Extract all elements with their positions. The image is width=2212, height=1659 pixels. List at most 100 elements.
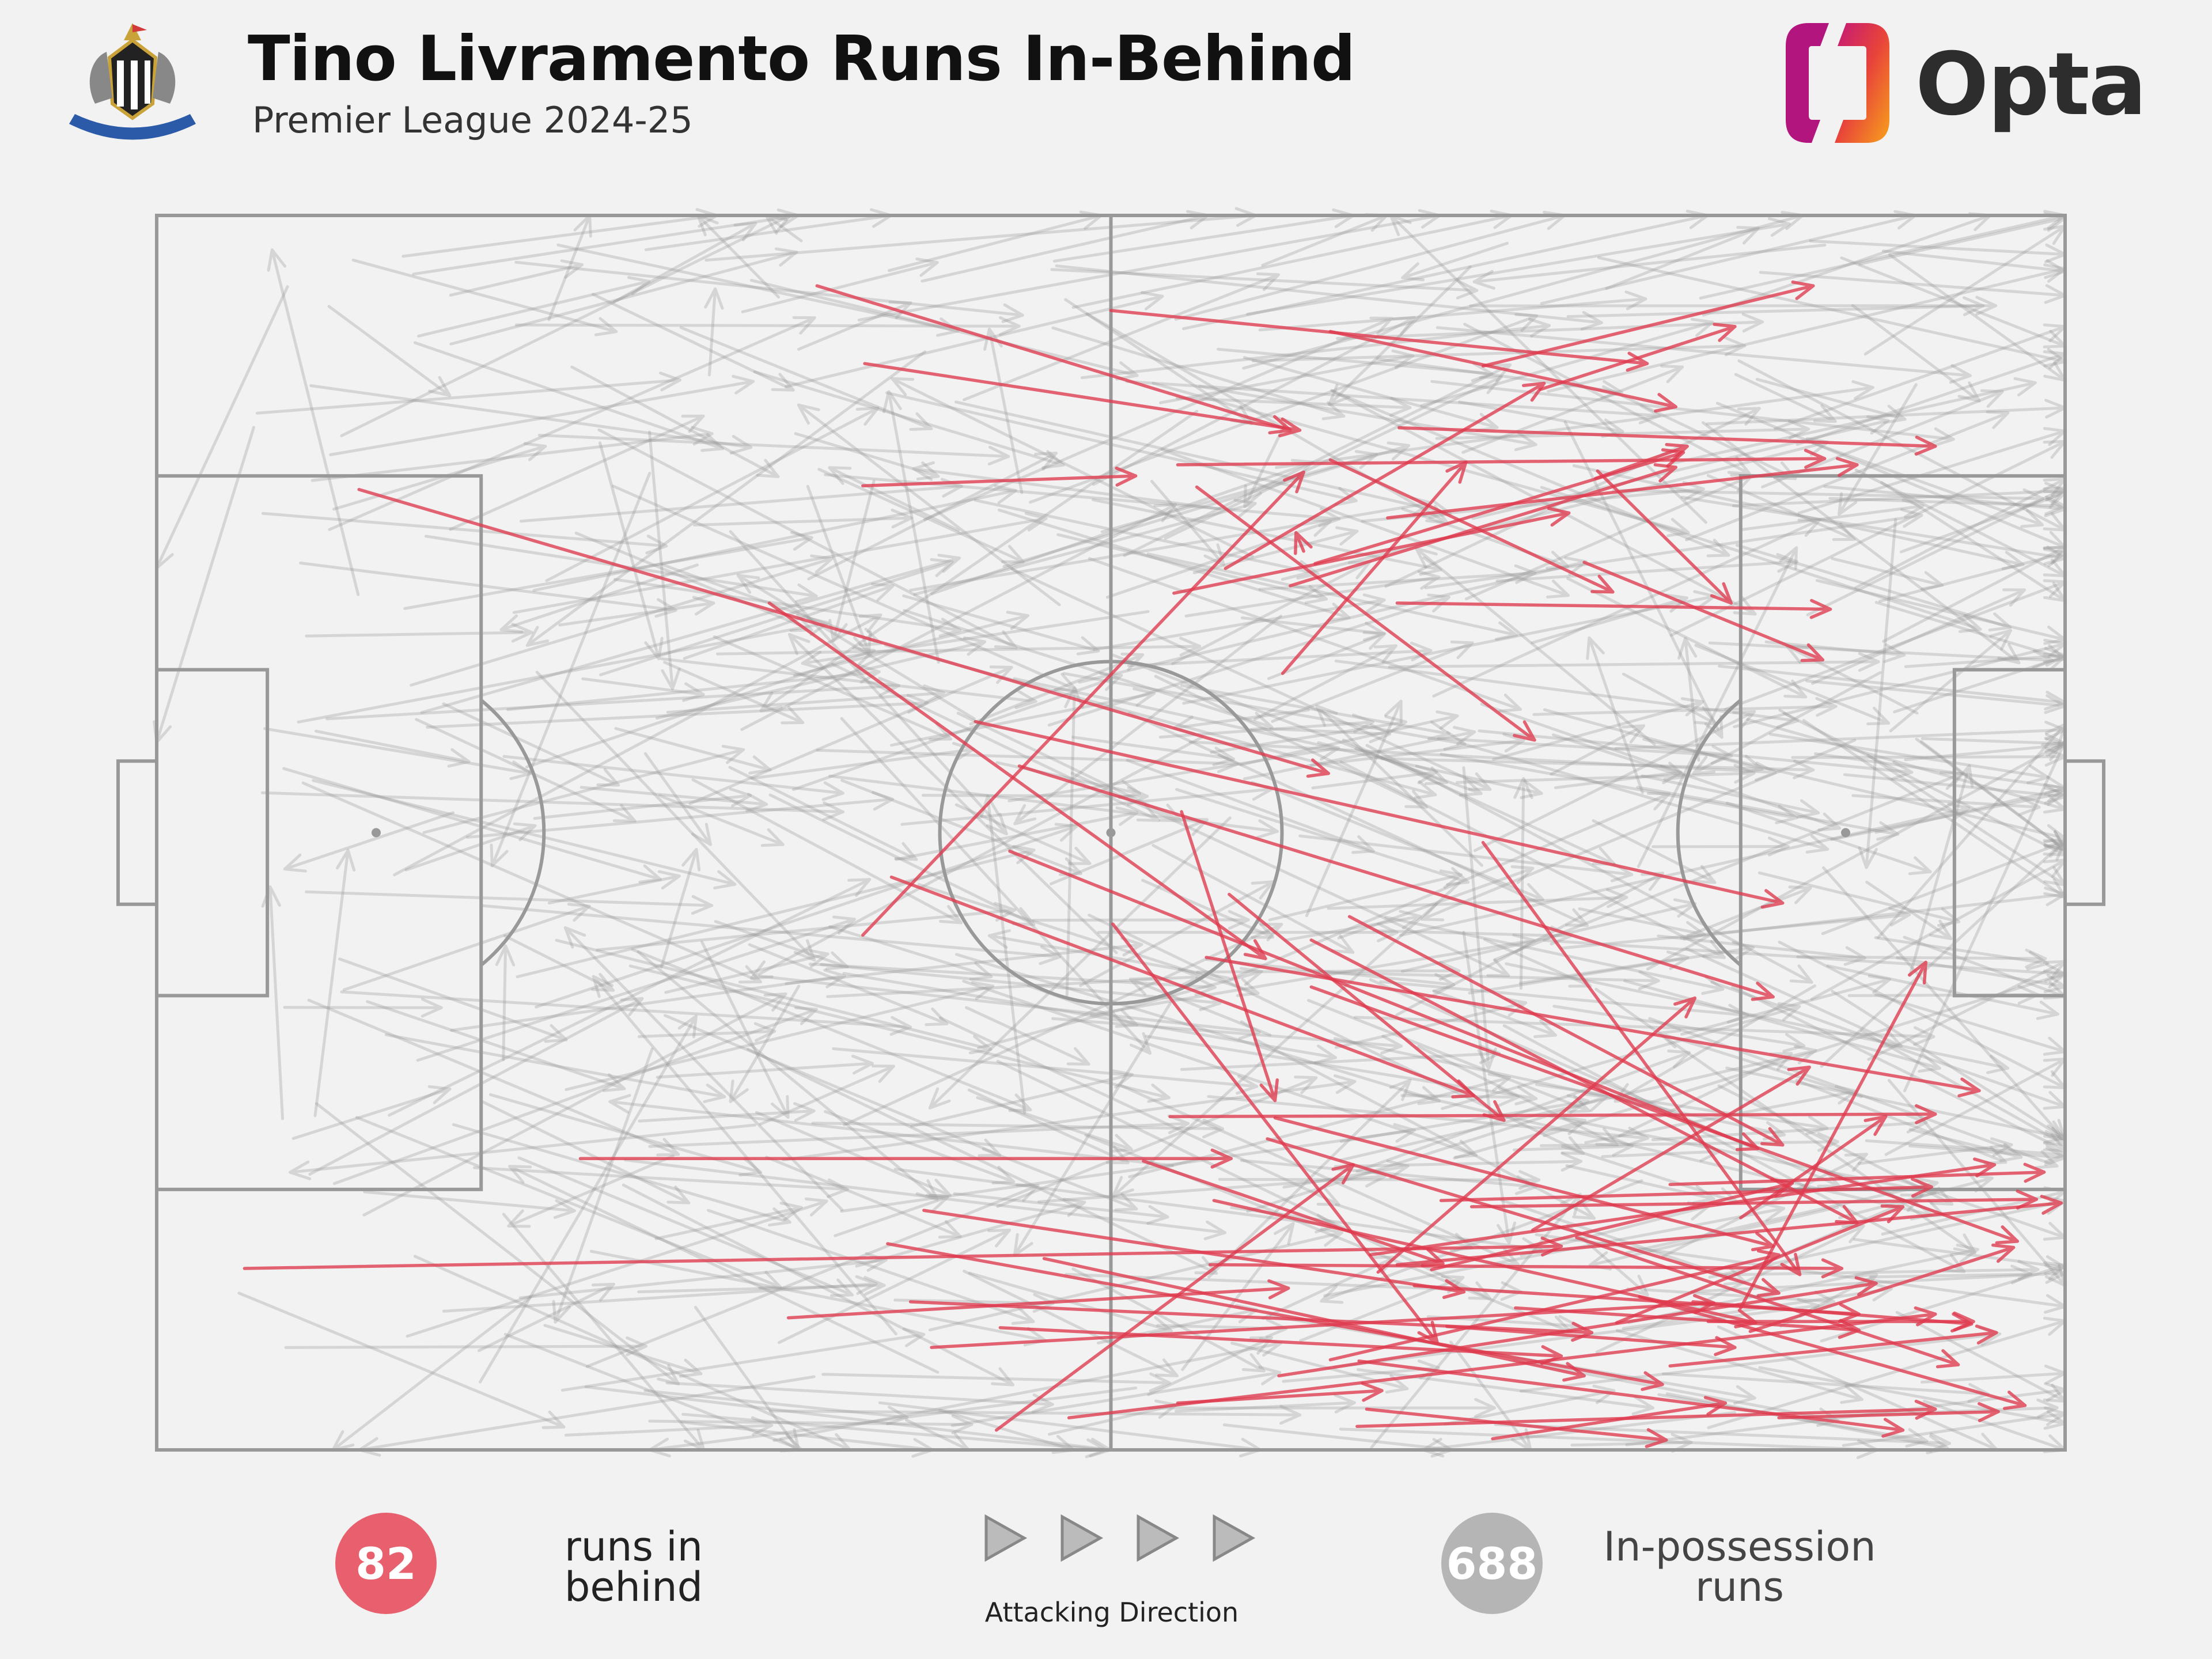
run-arrowhead [1713,323,1737,342]
run-arrowhead [825,951,849,971]
run-line [791,673,1123,791]
run-arrowhead [2043,858,2067,878]
run-line [1289,465,1677,588]
possession-run [1586,636,1644,794]
run-arrowhead [2043,1406,2067,1426]
run-arrowhead [1840,1384,1863,1404]
run-line [1008,849,1760,1150]
run-arrowhead [1805,834,1830,854]
possession-run [267,248,360,596]
run-arrowhead [1502,733,1525,753]
possession-run [1148,1397,1497,1418]
possession-run [1306,999,1591,1113]
run-arrowhead [1306,758,1330,778]
possession-run [1070,771,1510,978]
possession-run [366,1000,626,1092]
possession-run [1811,588,2027,685]
run-line [608,1100,1175,1167]
run-arrowhead [1756,1249,1781,1269]
run-line [1597,256,2067,363]
possession-run [1547,263,2067,393]
run-line [1400,902,1697,973]
run-line [1334,1037,1786,1137]
run-line [1282,1366,1440,1383]
possession-run [1768,732,2050,785]
possession-run [516,844,1036,979]
run-line [1531,1065,1811,1232]
possession-run [855,1198,1086,1268]
run-in-behind [1195,485,1536,742]
possession-run [1680,887,2067,940]
run-line [1310,738,1525,767]
run-line [1311,770,1438,790]
possession-run [416,915,856,1062]
run-line [1828,497,2067,507]
run-arrowhead [1902,498,1925,518]
possession-run [784,291,1164,388]
run-line [1706,474,1856,541]
run-line [644,214,893,252]
run-line [1866,753,2067,887]
run-arrowhead [2043,878,2067,899]
run-line [1473,710,1756,853]
run-line [1540,1140,1839,1147]
run-arrowhead [1997,643,2021,665]
possession-run [1152,381,1690,537]
run-line [416,918,856,1062]
run-line [1680,892,2067,940]
run-arrowhead [2017,984,2040,1005]
possession-run [312,779,737,890]
run-arrowhead [1611,1137,1634,1157]
run-arrowhead [1380,1035,1403,1055]
run-arrowhead [1929,919,1953,941]
run-arrowhead [1459,778,1483,797]
possession-run [1554,764,1683,789]
run-arrowhead [1494,621,1518,641]
run-line [1863,225,2067,356]
run-arrowhead [2020,509,2044,528]
run-arrowhead [1013,1233,1033,1257]
possession-run [1874,601,2067,664]
run-line [558,601,715,627]
possession-run [564,1416,774,1437]
possession-run [1092,593,1386,652]
possession-run [1874,783,2067,834]
run-arrowhead [1942,1253,1966,1273]
run-line [1150,480,1225,566]
possession-run [1715,402,2067,550]
run-line [574,531,813,632]
run-arrowhead [1600,380,1623,400]
run-arrowhead [336,849,356,872]
possession-run [1797,427,2067,515]
run-line [1540,486,1982,631]
possession-run [1275,789,1544,902]
possession-run [289,1123,757,1180]
run-arrowhead [1566,1094,1590,1114]
run-line [284,1344,648,1349]
run-arrowhead [1999,1143,2023,1162]
run-line [1532,704,1838,716]
possession-run [904,1418,970,1452]
run-arrowhead [2043,548,2067,567]
possession-run [301,781,762,984]
possession-run [1269,723,1392,744]
run-line [637,1029,777,1038]
run-arrowhead [1391,349,1415,369]
possession-run [1127,641,1433,668]
run-line [1661,1153,1868,1258]
run-in-behind [1739,960,1927,1310]
run-line [1692,671,1882,775]
run-arrowhead [1606,888,1628,908]
run-line [537,434,1010,458]
possession-run [1725,1260,2040,1280]
possession-run [842,972,1338,1065]
possession-run [1176,396,1412,417]
run-arrowhead [1762,1202,1786,1222]
run-arrowhead [1975,1324,1998,1345]
run-arrowhead [1891,760,1914,781]
run-arrowhead [1947,802,1971,822]
run-line [904,1418,970,1452]
run-in-behind [1042,1257,1586,1382]
run-line [707,287,717,377]
run-arrowhead [1410,641,1433,662]
